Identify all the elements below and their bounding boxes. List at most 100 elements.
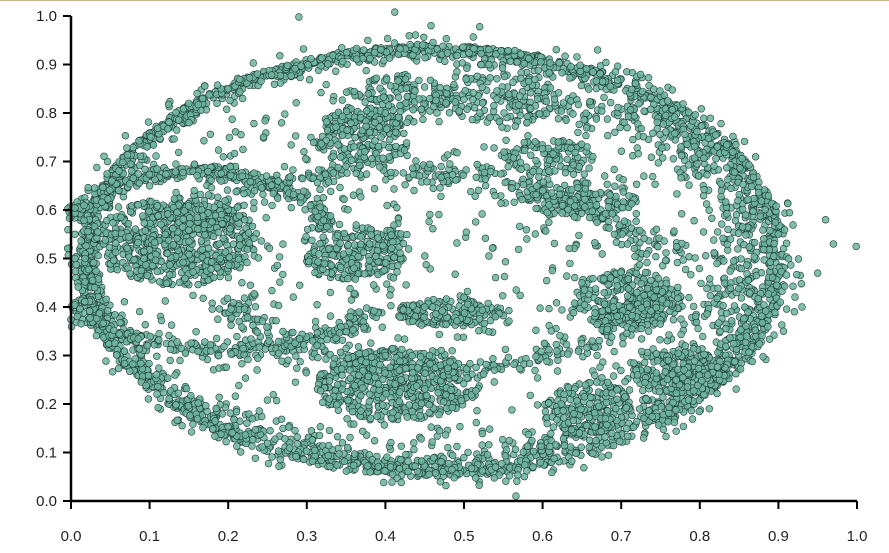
scatter-point xyxy=(668,86,676,94)
scatter-point xyxy=(365,264,374,272)
scatter-point xyxy=(566,74,574,82)
scatter-point xyxy=(683,383,692,391)
scatter-point xyxy=(430,454,438,462)
scatter-point xyxy=(340,145,349,153)
scatter-point xyxy=(333,401,341,409)
scatter-point xyxy=(498,460,506,468)
scatter-point xyxy=(276,79,285,87)
scatter-point xyxy=(380,478,388,487)
scatter-point xyxy=(421,303,429,311)
scatter-point xyxy=(657,403,666,411)
scatter-point xyxy=(575,429,584,437)
scatter-point xyxy=(211,432,219,440)
scatter-point xyxy=(325,377,334,385)
scatter-point xyxy=(373,412,381,420)
scatter-point xyxy=(395,465,404,473)
scatter-point xyxy=(511,445,520,454)
scatter-point xyxy=(402,139,411,147)
scatter-point xyxy=(432,310,440,318)
scatter-point xyxy=(624,275,632,283)
scatter-point xyxy=(756,212,764,220)
scatter-point xyxy=(787,261,795,269)
scatter-point xyxy=(745,348,753,356)
scatter-point xyxy=(263,439,272,447)
scatter-point xyxy=(182,384,191,393)
scatter-point xyxy=(114,203,123,211)
scatter-point xyxy=(580,393,588,401)
scatter-point xyxy=(744,308,752,316)
scatter-point xyxy=(292,452,300,461)
scatter-point xyxy=(243,245,252,254)
scatter-point xyxy=(267,71,276,79)
scatter-point xyxy=(730,340,738,348)
scatter-point xyxy=(391,380,399,388)
scatter-point xyxy=(585,436,594,444)
scatter-point xyxy=(100,152,108,161)
scatter-point xyxy=(713,363,722,371)
scatter-point xyxy=(276,455,284,464)
scatter-point xyxy=(245,74,254,82)
scatter-point xyxy=(581,381,590,389)
scatter-point xyxy=(740,137,749,146)
scatter-point xyxy=(791,293,799,301)
scatter-point xyxy=(498,64,507,72)
scatter-point xyxy=(655,387,664,396)
scatter-point xyxy=(317,387,325,395)
scatter-point xyxy=(552,45,560,54)
scatter-point xyxy=(789,221,797,229)
scatter-point xyxy=(194,399,202,407)
scatter-point xyxy=(754,295,762,303)
scatter-point xyxy=(600,289,608,297)
scatter-point xyxy=(129,360,137,368)
scatter-point xyxy=(635,405,644,413)
scatter-point xyxy=(416,353,425,361)
scatter-point xyxy=(235,255,243,263)
scatter-point xyxy=(589,274,597,283)
scatter-point xyxy=(337,263,345,271)
scatter-point xyxy=(144,395,153,403)
scatter-point xyxy=(166,271,174,279)
scatter-point xyxy=(591,423,599,431)
scatter-point xyxy=(111,339,119,347)
scatter-point xyxy=(154,403,162,412)
scatter-point xyxy=(173,126,181,134)
scatter-point xyxy=(638,386,647,395)
scatter-point xyxy=(697,105,705,113)
scatter-point xyxy=(123,151,132,159)
scatter-point xyxy=(723,141,731,149)
scatter-point xyxy=(197,237,206,245)
scatter-point xyxy=(318,54,326,62)
scatter-point xyxy=(357,391,365,400)
scatter-point xyxy=(420,33,428,41)
scatter-point xyxy=(732,385,740,393)
scatter-point xyxy=(568,457,576,465)
scatter-point xyxy=(404,245,413,253)
scatter-point xyxy=(74,283,82,291)
scatter-point xyxy=(94,251,102,260)
scatter-point xyxy=(606,274,615,282)
scatter-point xyxy=(88,276,97,284)
scatter-point xyxy=(603,407,612,415)
scatter-point xyxy=(599,275,608,283)
scatter-point xyxy=(629,423,638,431)
scatter-point xyxy=(560,441,569,450)
scatter-point xyxy=(213,81,222,89)
scatter-point xyxy=(222,438,230,446)
scatter-point xyxy=(472,474,480,482)
scatter-point xyxy=(529,463,537,471)
scatter-point xyxy=(736,365,745,373)
scatter-point xyxy=(622,424,631,433)
scatter-point xyxy=(591,309,599,317)
scatter-point xyxy=(439,42,447,50)
scatter-point xyxy=(102,295,110,303)
scatter-point xyxy=(396,45,404,53)
scatter-point xyxy=(764,290,773,298)
scatter-point xyxy=(344,241,352,249)
scatter-point xyxy=(201,82,209,90)
scatter-point xyxy=(215,240,223,248)
scatter-point xyxy=(103,170,111,178)
scatter-point xyxy=(357,233,365,241)
scatter-point xyxy=(687,407,696,415)
scatter-point xyxy=(631,79,640,88)
scatter-point xyxy=(179,258,187,267)
